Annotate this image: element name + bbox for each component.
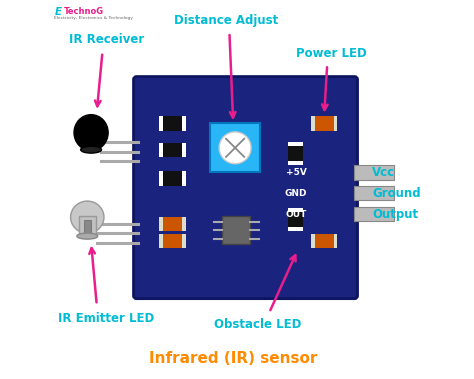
Bar bbox=[159, 116, 186, 131]
FancyBboxPatch shape bbox=[134, 77, 357, 299]
Text: OUT: OUT bbox=[286, 210, 307, 219]
Circle shape bbox=[219, 132, 251, 164]
Bar bbox=[288, 208, 302, 212]
Bar bbox=[182, 217, 186, 231]
Text: Power LED: Power LED bbox=[296, 47, 367, 60]
Bar bbox=[159, 217, 163, 231]
Text: IR Emitter LED: IR Emitter LED bbox=[58, 312, 155, 325]
Text: E: E bbox=[55, 7, 62, 17]
Ellipse shape bbox=[81, 146, 101, 153]
Bar bbox=[159, 116, 163, 131]
Bar bbox=[182, 171, 186, 186]
Text: Electricity, Electronics & Technology: Electricity, Electronics & Technology bbox=[55, 16, 133, 20]
Bar bbox=[288, 142, 302, 146]
Bar bbox=[355, 207, 394, 221]
Text: Distance Adjust: Distance Adjust bbox=[173, 14, 278, 27]
Bar bbox=[159, 234, 186, 248]
Text: Output: Output bbox=[372, 208, 418, 221]
Text: +5V: +5V bbox=[286, 168, 307, 177]
Bar bbox=[311, 116, 315, 131]
Bar bbox=[159, 217, 186, 231]
Text: GND: GND bbox=[284, 189, 307, 198]
Text: Obstacle LED: Obstacle LED bbox=[214, 318, 301, 330]
Bar bbox=[159, 171, 163, 186]
Bar bbox=[159, 143, 186, 157]
Text: Vcc: Vcc bbox=[372, 166, 395, 179]
Bar bbox=[288, 161, 302, 165]
Bar bbox=[355, 186, 394, 200]
Bar bbox=[83, 129, 100, 150]
Bar bbox=[210, 123, 260, 172]
Ellipse shape bbox=[71, 201, 104, 233]
Bar bbox=[311, 116, 337, 131]
Bar bbox=[355, 165, 394, 180]
Bar bbox=[311, 234, 337, 248]
Bar bbox=[159, 143, 163, 157]
Bar bbox=[79, 216, 96, 237]
Bar bbox=[288, 208, 302, 231]
Ellipse shape bbox=[74, 114, 108, 151]
Bar bbox=[182, 234, 186, 248]
Bar bbox=[334, 234, 337, 248]
Bar bbox=[159, 171, 186, 186]
Bar bbox=[182, 116, 186, 131]
Bar bbox=[182, 143, 186, 157]
Bar bbox=[334, 116, 337, 131]
Text: Infrared (IR) sensor: Infrared (IR) sensor bbox=[149, 351, 318, 366]
Ellipse shape bbox=[77, 233, 98, 239]
Bar bbox=[288, 227, 302, 231]
Bar bbox=[288, 142, 302, 165]
Bar bbox=[222, 216, 250, 244]
Bar bbox=[311, 234, 315, 248]
Bar bbox=[83, 220, 91, 235]
Text: IR Receiver: IR Receiver bbox=[69, 33, 144, 46]
Text: Ground: Ground bbox=[372, 187, 420, 200]
Bar bbox=[159, 234, 163, 248]
Text: TechnoG: TechnoG bbox=[64, 7, 103, 16]
